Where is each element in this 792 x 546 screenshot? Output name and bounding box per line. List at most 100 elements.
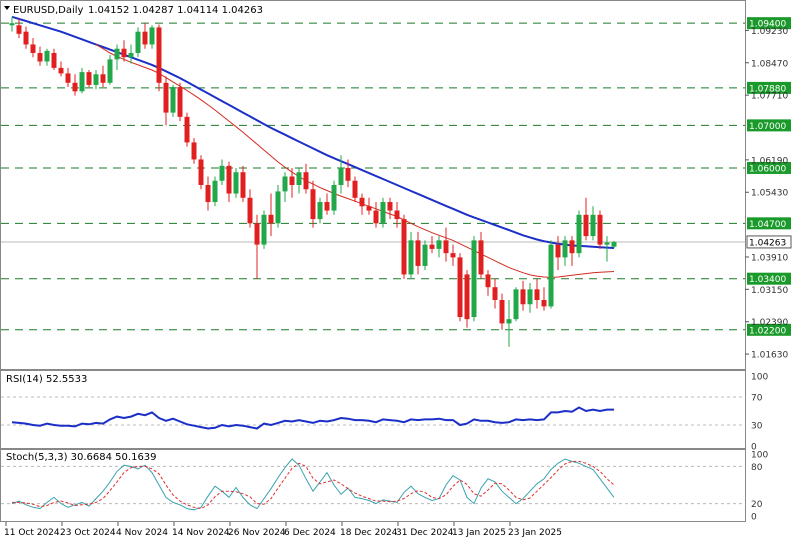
candle-body [576, 214, 582, 254]
candle-body [534, 289, 540, 300]
price-level-label: 1.03400 [749, 275, 786, 285]
candle-body [492, 287, 498, 300]
candle-body [331, 185, 337, 211]
time-tick-label: 18 Dec 2024 [340, 528, 398, 538]
price-level-label: 1.06000 [749, 164, 786, 174]
candle-body [485, 274, 491, 288]
candle-body [219, 165, 225, 181]
stoch-main-line [11, 458, 615, 511]
time-tick-label: 23 Jan 2025 [508, 528, 562, 538]
candle-body [597, 214, 603, 245]
time-tick-label: 6 Dec 2024 [284, 528, 336, 538]
candle-body [499, 299, 505, 324]
candle-body [394, 210, 400, 220]
candle-body [548, 244, 554, 307]
time-tick-label: 14 Nov 2024 [172, 528, 230, 538]
price-tick-label: 1.01630 [751, 351, 788, 361]
stoch-tick-label: 0 [751, 513, 757, 523]
time-tick-label: 11 Oct 2024 [4, 528, 60, 538]
candle-body [415, 240, 421, 266]
candle-body [541, 299, 547, 307]
candle-body [93, 74, 99, 85]
rsi-title: RSI(14) 52.5533 [6, 374, 87, 385]
rsi-line [11, 406, 614, 430]
symbol-dropdown-icon[interactable] [4, 6, 10, 10]
candle-body [366, 206, 372, 211]
rsi-tick-label: 0 [751, 443, 757, 453]
candle-body [205, 185, 211, 203]
candle-body [345, 167, 351, 181]
stoch-layer: 100 80 20 0 [1, 451, 768, 523]
candle-body [37, 52, 43, 62]
current-price-label: 1.04263 [749, 238, 786, 248]
candle-body [135, 31, 141, 53]
price-level-tag [747, 217, 791, 230]
candle-body [268, 214, 274, 224]
candle-body [520, 289, 526, 305]
candle-body [170, 87, 176, 113]
stoch-pane-frame [0, 449, 746, 522]
time-axis: 11 Oct 2024 23 Oct 2024 4 Nov 2024 14 Nov 2… [4, 522, 562, 538]
candle-body [604, 242, 610, 245]
ma-slow-line [11, 15, 615, 249]
stoch-tick-label: 100 [751, 451, 768, 461]
candle-body [212, 180, 218, 203]
candle-body [562, 240, 568, 258]
candle-body [275, 191, 281, 224]
candle-body [527, 289, 533, 305]
price-level-label: 1.04700 [749, 220, 786, 230]
candle-body [471, 240, 477, 318]
candle-body [128, 52, 134, 58]
time-tick-label: 13 Jan 2025 [452, 528, 506, 538]
stoch-title: Stoch(5,3,3) 30.6684 50.1639 [6, 452, 157, 463]
rsi-pane-frame [0, 370, 746, 449]
price-tick-label: 1.02390 [751, 318, 788, 328]
candle-body [513, 289, 519, 320]
rsi-tick-label: 30 [751, 422, 763, 432]
price-level-tag [747, 81, 791, 94]
candle-body [261, 214, 267, 245]
time-tick-label: 4 Nov 2024 [116, 528, 168, 538]
price-axis: 1.09230 1.08470 1.07710 1.06190 1.05430 1.039… [745, 27, 788, 361]
candle-body [506, 319, 512, 324]
candle-body [555, 244, 561, 258]
candle-body [317, 202, 323, 220]
rsi-tick-label: 100 [751, 373, 768, 383]
candle-body [156, 27, 162, 83]
candle-body [86, 72, 92, 85]
candle-body [58, 67, 64, 74]
candle-body [9, 23, 15, 26]
candle-body [611, 241, 617, 247]
candle-body [247, 197, 253, 224]
price-level-label: 1.07880 [749, 84, 786, 94]
candle-body [79, 72, 85, 92]
candle-body [436, 240, 442, 249]
price-level-tag [747, 272, 791, 285]
candle-body [338, 167, 344, 185]
rsi-tick-label: 70 [751, 394, 763, 404]
price-level-label: 1.09400 [749, 20, 786, 30]
price-tick-label: 1.03150 [751, 286, 788, 296]
candle-body [457, 257, 463, 318]
candle-body [114, 48, 120, 60]
candle-body [226, 165, 232, 194]
price-tick-label: 1.03910 [751, 253, 788, 263]
candle-body [163, 82, 169, 113]
candle-body [184, 116, 190, 143]
ohlc-readout: 1.04152 1.04287 1.04114 1.04263 [88, 5, 263, 16]
candle-body [387, 202, 393, 211]
candle-body [23, 31, 29, 45]
candle-body [422, 244, 428, 266]
price-level-tag [747, 161, 791, 174]
candle-body [149, 27, 155, 45]
candle-body [464, 274, 470, 320]
candle-body [569, 240, 575, 254]
price-tick-label: 1.08470 [751, 59, 788, 69]
candle-body [478, 240, 484, 275]
candle-body [590, 214, 596, 237]
candle-body [240, 172, 246, 198]
candle-body [289, 176, 295, 185]
candle-body [44, 50, 50, 62]
candle-body [429, 244, 435, 249]
